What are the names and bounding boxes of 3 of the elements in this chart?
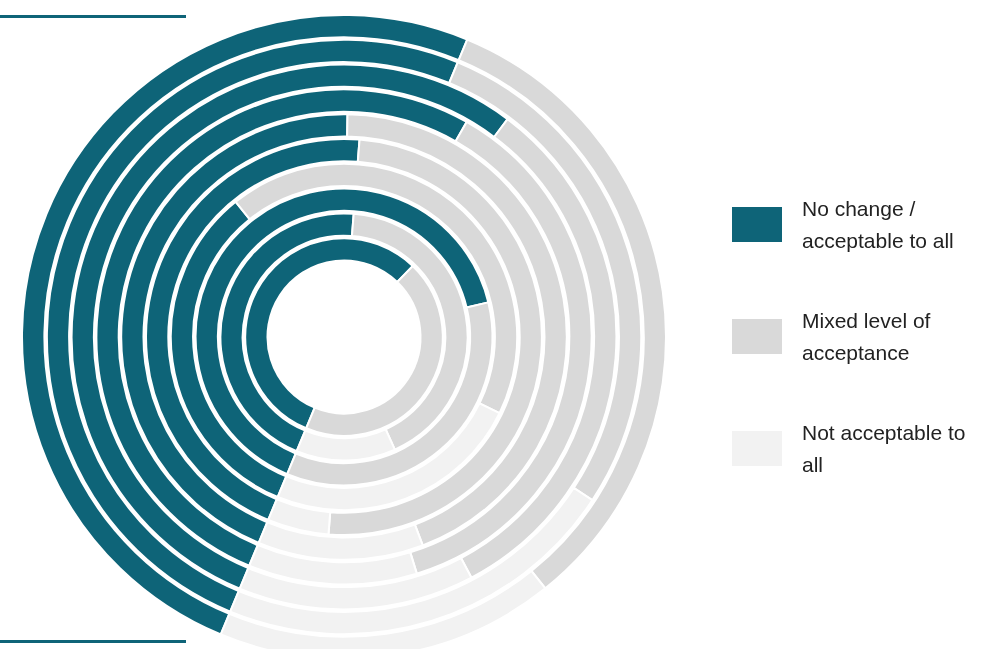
legend-label: Mixed level of acceptance	[802, 308, 932, 366]
legend-label: No change / acceptable to all	[802, 196, 955, 254]
legend-label: Not acceptable to all	[802, 420, 967, 478]
